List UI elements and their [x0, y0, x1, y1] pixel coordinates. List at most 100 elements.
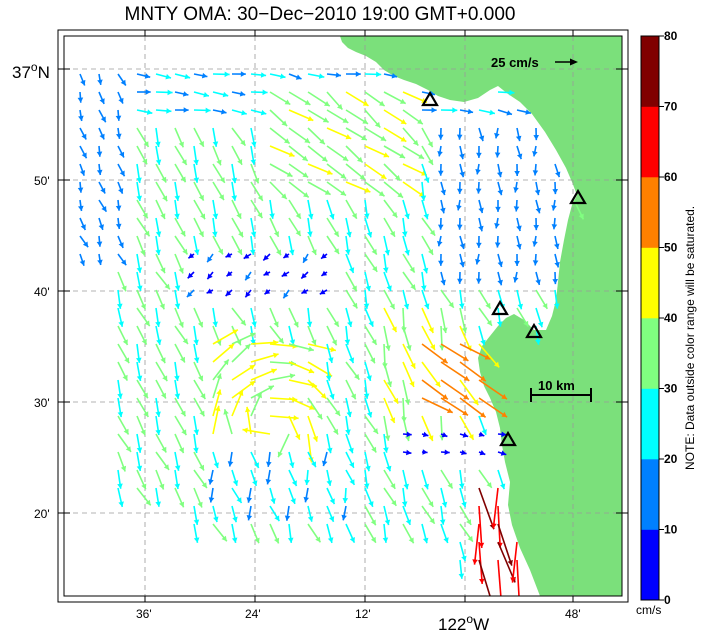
current-vector-head [321, 270, 328, 276]
current-vector-head [342, 498, 349, 504]
current-vector-head [144, 73, 151, 79]
current-vector-head [266, 461, 272, 467]
current-vector-head [226, 271, 233, 277]
current-vector-head [221, 535, 227, 542]
current-vector-head [118, 242, 124, 248]
current-vector-head [429, 518, 435, 524]
current-vector-head [452, 107, 458, 113]
current-vector-head [257, 195, 263, 201]
current-vector-head [345, 429, 351, 435]
current-vector-head [442, 327, 448, 333]
current-vector-head [431, 107, 437, 113]
current-vector-head [523, 320, 529, 327]
current-vector-head [167, 89, 173, 96]
current-vector-head [213, 462, 219, 468]
colorbar-segment [641, 106, 659, 178]
current-vector-head [533, 135, 539, 141]
current-vector-head [225, 290, 232, 296]
current-vector-head [397, 192, 403, 198]
current-vector-head [244, 344, 251, 350]
current-vector-head [119, 151, 125, 158]
current-vector-head [100, 187, 106, 194]
current-vector-head [365, 465, 371, 472]
current-vector-head [284, 138, 290, 144]
current-vector-head [206, 288, 213, 294]
current-vector-head [318, 73, 325, 79]
current-vector-head [160, 267, 166, 274]
current-vector-head [478, 135, 485, 142]
current-vector-head [165, 74, 171, 80]
current-vector [478, 487, 495, 530]
current-vector-head [121, 259, 127, 266]
current-vector-head [269, 213, 275, 219]
current-vector-head [208, 479, 214, 485]
current-vector-head [115, 115, 122, 121]
current-vector-head [80, 79, 86, 86]
current-vector-head [441, 501, 448, 508]
current-vector-head [509, 89, 515, 96]
current-vector-head [344, 339, 351, 345]
current-vector [421, 361, 441, 388]
current-vector-head [443, 537, 449, 543]
current-vector-head [315, 536, 321, 543]
current-vector-head [163, 464, 169, 470]
current-vector-head [250, 231, 257, 237]
current-vector-head [273, 321, 279, 328]
current-vector-head [145, 89, 151, 95]
current-vector-head [370, 357, 375, 364]
current-vector-head [221, 109, 227, 115]
current-vector [473, 523, 480, 565]
current-vector-head [438, 260, 444, 266]
current-vector-head [155, 321, 161, 327]
current-vector-head [236, 497, 242, 503]
current-vector-head [333, 248, 339, 254]
current-vector-head [252, 480, 258, 486]
colorbar-tick-label: 20 [664, 452, 678, 466]
current-vector-head [301, 273, 307, 279]
current-vector-head [422, 449, 428, 455]
current-vector-head [424, 303, 430, 310]
current-vector-head [224, 71, 230, 78]
current-vector-head [497, 171, 503, 178]
current-vector-head [197, 501, 203, 508]
current-vector-head [273, 231, 279, 237]
current-vector-head [118, 97, 124, 104]
current-vector-head [160, 213, 166, 219]
lat-label-top: 37oN [12, 60, 50, 82]
current-vector-head [289, 249, 295, 256]
current-vector-head [160, 357, 166, 364]
current-vector-head [97, 79, 103, 85]
current-vector-head [304, 137, 310, 143]
current-vector-head [440, 279, 446, 286]
current-vector-head [120, 465, 127, 472]
current-vector-head [136, 357, 142, 363]
current-vector-head [320, 393, 327, 399]
current-vector-head [178, 321, 184, 328]
current-vector-head [329, 213, 335, 220]
current-vector-head [249, 332, 256, 338]
current-vector-head [225, 252, 232, 258]
current-vector-head [193, 447, 199, 453]
current-vector-head [389, 231, 395, 237]
current-vector-head [237, 249, 242, 255]
current-vector-head [263, 270, 270, 276]
current-vector-head [122, 339, 128, 345]
current-vector-head [366, 375, 372, 381]
current-vector-head [463, 375, 470, 381]
current-vector-head [424, 177, 430, 183]
current-vector [440, 397, 469, 416]
lat-tick-label: 20' [34, 507, 50, 521]
current-vector-head [96, 169, 103, 175]
current-vector-head [349, 537, 355, 543]
current-vector-head [250, 339, 256, 345]
current-vector-head [198, 194, 204, 201]
current-vector-head [271, 368, 277, 374]
current-vector-head [246, 497, 252, 503]
current-vector-head [162, 375, 168, 382]
scale-vector: 25 cm/s [491, 55, 578, 70]
current-vector-head [349, 462, 355, 468]
current-vector-head [186, 291, 193, 298]
current-vector-head [251, 141, 257, 147]
current-vector-head [478, 431, 485, 437]
current-vector-head [308, 404, 315, 410]
